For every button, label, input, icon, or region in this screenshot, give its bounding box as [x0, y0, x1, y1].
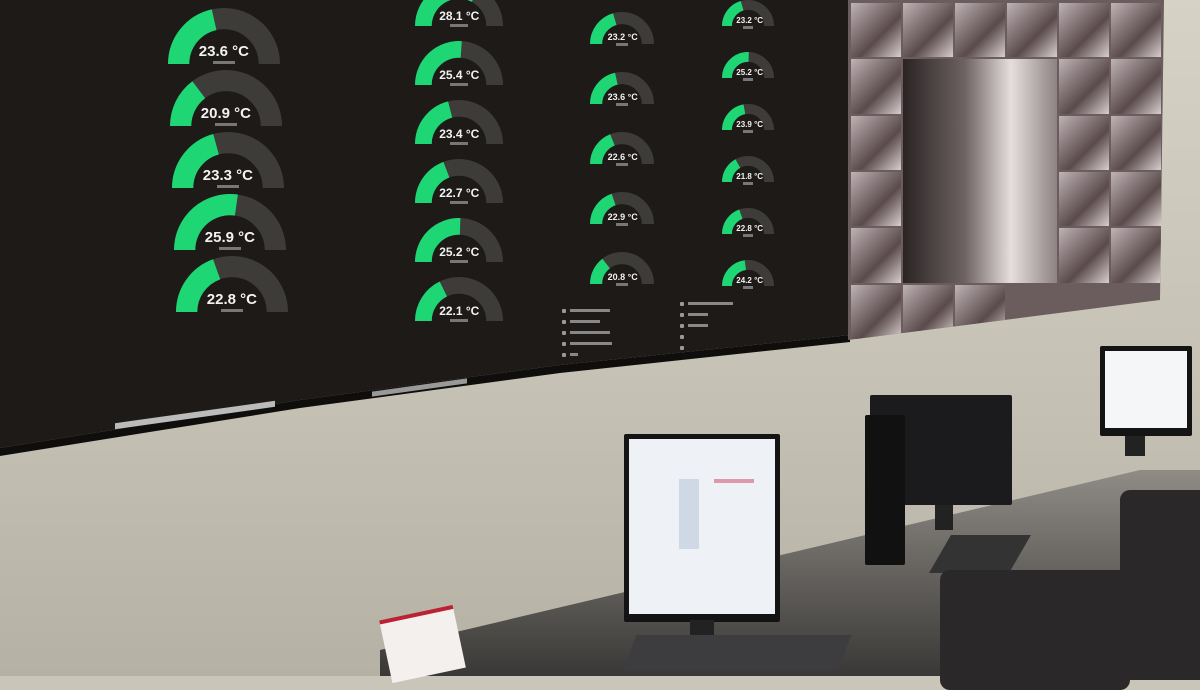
gauge-value: 28.1 °C — [439, 9, 480, 24]
temperature-gauge: 23.9 °C — [722, 104, 774, 135]
temperature-gauge: 20.9 °C — [170, 70, 282, 131]
gauge-value: 23.6 °C — [607, 91, 638, 102]
gauge-label — [615, 223, 629, 227]
gauge-value: 25.4 °C — [439, 68, 480, 83]
gauge-label — [742, 182, 754, 186]
workstation-monitor-front — [624, 434, 780, 622]
gauge-value: 25.2 °C — [439, 245, 480, 260]
temperature-gauge: 23.2 °C — [722, 0, 774, 31]
gauge-label — [450, 260, 468, 264]
gauge-fill — [172, 133, 220, 189]
gauge-fill — [722, 104, 746, 131]
gauge-fill — [722, 260, 747, 287]
gauge-fill — [590, 72, 619, 105]
gauge-value: 23.2 °C — [736, 16, 764, 26]
gauge-value: 20.8 °C — [607, 271, 638, 282]
gauge-label — [450, 201, 468, 205]
gauge-label — [450, 319, 468, 323]
gauge-fill — [590, 13, 617, 45]
cctv-camera-mosaic — [848, 0, 1164, 340]
gauge-value: 25.2 °C — [736, 68, 764, 78]
gauge-fill — [170, 81, 206, 127]
gauge-value: 23.6 °C — [198, 42, 249, 60]
temperature-gauge: 25.9 °C — [174, 194, 286, 255]
temperature-gauge: 22.9 °C — [590, 192, 654, 229]
gauge-label — [450, 83, 468, 87]
gauge-label — [615, 43, 629, 47]
gauge-value: 22.6 °C — [607, 151, 638, 162]
temperature-gauge: 22.7 °C — [415, 159, 503, 208]
gauge-label — [615, 163, 629, 167]
gauge-fill — [415, 281, 448, 322]
temperature-gauge: 24.2 °C — [722, 260, 774, 291]
gauge-fill — [415, 218, 461, 263]
temperature-gauge: 22.1 °C — [415, 277, 503, 326]
gauge-value: 25.9 °C — [204, 228, 255, 246]
temperature-gauge: 22.8 °C — [722, 208, 774, 239]
temperature-gauge: 23.4 °C — [415, 100, 503, 149]
temperature-gauge: 28.1 °C — [415, 0, 503, 31]
gauge-fill — [590, 258, 611, 285]
gauge-label — [218, 247, 242, 251]
monitor-stand — [1125, 436, 1145, 456]
gauge-label — [742, 234, 754, 238]
temperature-gauge: 25.2 °C — [722, 52, 774, 83]
gauge-fill — [722, 159, 741, 183]
gauge-label — [450, 24, 468, 28]
temperature-gauge: 22.8 °C — [176, 256, 288, 317]
gauge-label — [214, 123, 238, 127]
monitor-stand — [935, 505, 953, 530]
gauge-label — [742, 130, 754, 134]
gauge-value: 23.3 °C — [202, 166, 253, 184]
gauge-label — [742, 26, 754, 30]
gauge-fill — [174, 194, 238, 251]
office-chair — [1120, 490, 1200, 680]
gauge-label — [220, 309, 244, 313]
gauge-label — [742, 286, 754, 290]
temperature-gauge: 25.2 °C — [415, 218, 503, 267]
gauge-fill — [722, 1, 744, 27]
gauge-value: 22.9 °C — [607, 211, 638, 222]
temperature-gauge: 21.8 °C — [722, 156, 774, 187]
gauge-fill — [415, 161, 450, 204]
gauge-fill — [168, 9, 218, 65]
gauge-label — [615, 103, 629, 107]
temperature-gauge: 23.2 °C — [590, 12, 654, 49]
gauge-fill — [722, 52, 749, 79]
status-list-right — [680, 298, 733, 353]
gauge-value: 24.2 °C — [736, 276, 764, 286]
gauge-label — [742, 78, 754, 82]
temperature-gauge: 23.6 °C — [590, 72, 654, 109]
workstation-monitor-back — [1100, 346, 1192, 436]
gauge-label — [615, 283, 629, 287]
gauge-value: 23.9 °C — [736, 120, 764, 130]
gauge-value: 21.8 °C — [736, 172, 764, 182]
gauge-label — [216, 185, 240, 189]
workstation-monitor-side — [865, 415, 905, 565]
gauge-value: 22.1 °C — [439, 304, 480, 319]
gauge-fill — [415, 0, 474, 27]
gauge-value: 22.8 °C — [206, 290, 257, 308]
temperature-gauge: 25.4 °C — [415, 41, 503, 90]
temperature-gauge: 20.8 °C — [590, 252, 654, 289]
gauge-fill — [590, 193, 616, 225]
temperature-gauge: 23.6 °C — [168, 8, 280, 69]
gauge-value: 22.7 °C — [439, 186, 480, 201]
gauge-label — [212, 61, 236, 65]
temperature-gauge: 22.6 °C — [590, 132, 654, 169]
temperature-gauge: 23.3 °C — [172, 132, 284, 193]
keyboard — [623, 635, 852, 670]
gauge-fill — [415, 101, 453, 145]
gauge-fill — [176, 259, 221, 313]
gauge-value: 23.4 °C — [439, 127, 480, 142]
gauge-value: 22.8 °C — [736, 224, 764, 234]
status-list-left — [562, 305, 612, 360]
gauge-fill — [722, 209, 743, 235]
gauge-fill — [590, 134, 616, 165]
gauge-value: 20.9 °C — [200, 104, 251, 122]
office-chair — [940, 570, 1130, 690]
gauge-fill — [415, 41, 462, 86]
gauge-label — [450, 142, 468, 146]
gauge-value: 23.2 °C — [607, 31, 638, 42]
